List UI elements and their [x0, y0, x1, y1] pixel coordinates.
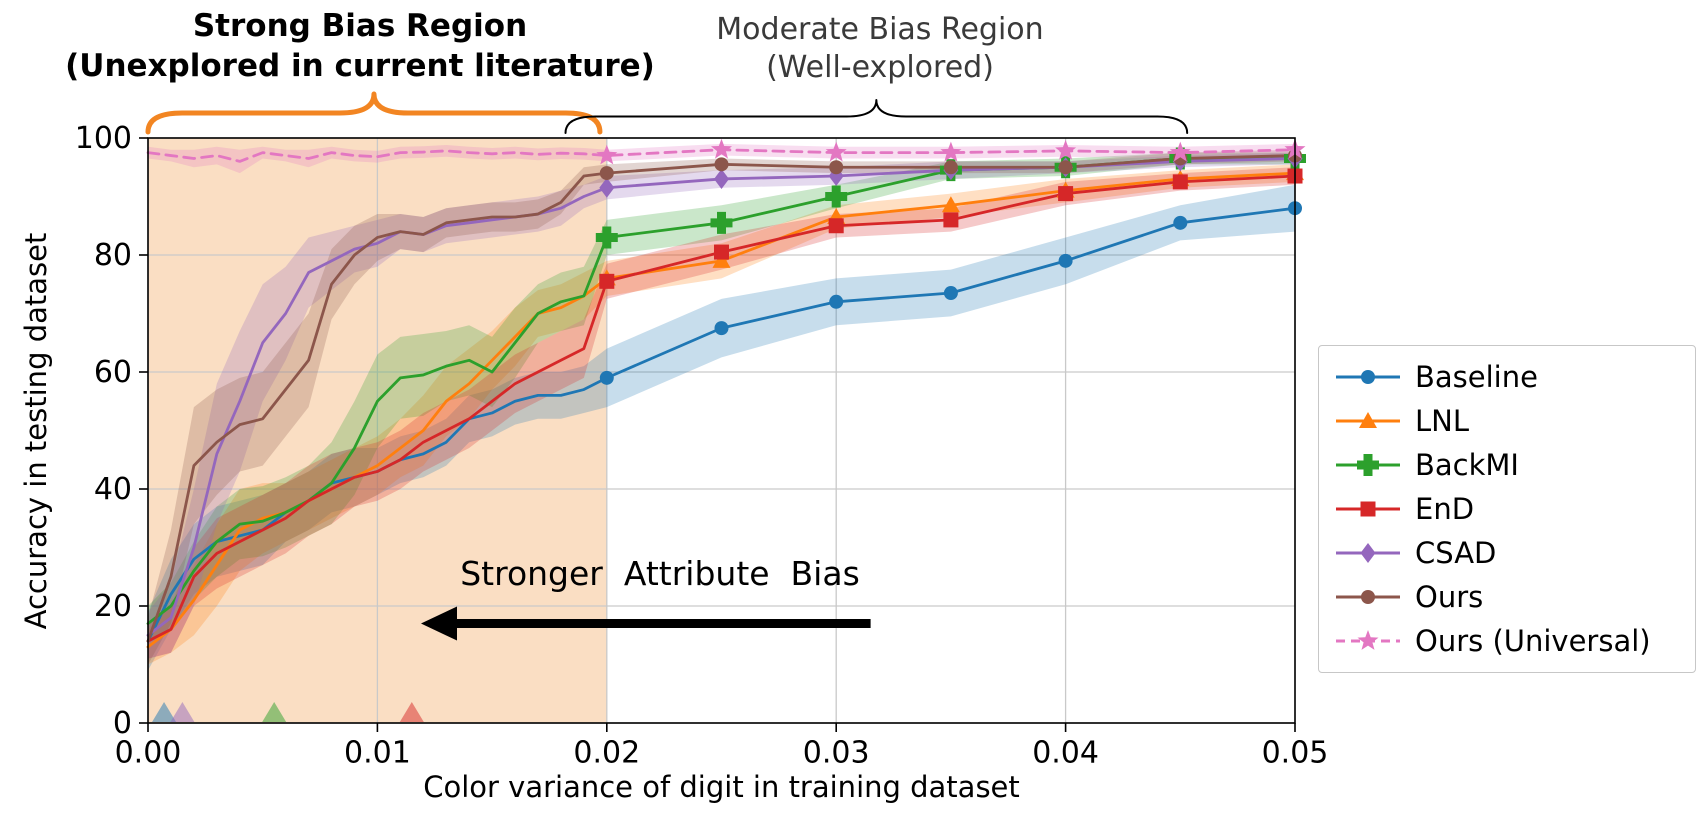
legend-label: CSAD	[1415, 536, 1497, 570]
legend-label: Baseline	[1415, 360, 1538, 394]
moderate-bias-region-title: Moderate Bias Region	[716, 12, 1044, 47]
svg-text:100: 100	[75, 121, 132, 156]
svg-text:60: 60	[94, 355, 132, 390]
legend: Baseline LNL BackMI EnD CSAD Ours Ours (…	[1318, 345, 1696, 673]
legend-label: Ours	[1415, 580, 1484, 614]
ours-line-marker-icon	[1336, 590, 1400, 604]
svg-text:0: 0	[113, 706, 132, 741]
svg-text:0.04: 0.04	[1032, 736, 1099, 771]
strong-bias-region-title: Strong Bias Region	[192, 8, 528, 44]
legend-item-ours: Ours	[1319, 575, 1695, 619]
stronger-attribute-bias-annotation: Stronger Attribute Bias	[460, 554, 860, 593]
csad-line-marker-icon	[1336, 543, 1400, 563]
x-axis-label: Color variance of digit in training data…	[423, 770, 1020, 804]
legend-item-ours-universal: Ours (Universal)	[1319, 619, 1695, 663]
y-axis-label: Accuracy in testing dataset	[19, 232, 53, 630]
legend-item-csad: CSAD	[1319, 531, 1695, 575]
svg-text:0.03: 0.03	[803, 736, 870, 771]
legend-label: Ours (Universal)	[1415, 624, 1651, 658]
svg-text:40: 40	[94, 472, 132, 507]
svg-text:0.00: 0.00	[115, 736, 182, 771]
svg-text:0.01: 0.01	[344, 736, 411, 771]
lnl-line-marker-icon	[1336, 412, 1400, 428]
svg-text:0.05: 0.05	[1262, 736, 1329, 771]
legend-item-backmi: BackMI	[1319, 443, 1695, 487]
svg-text:0.02: 0.02	[573, 736, 640, 771]
ours-universal-line-marker-icon	[1336, 630, 1400, 650]
end-line-marker-icon	[1336, 501, 1400, 517]
svg-text:20: 20	[94, 589, 132, 624]
legend-label: LNL	[1415, 404, 1470, 438]
strong-bias-region-subtitle: (Unexplored in current literature)	[65, 48, 655, 84]
legend-label: BackMI	[1415, 448, 1519, 482]
moderate-bias-region-subtitle: (Well-explored)	[766, 50, 994, 85]
svg-text:80: 80	[94, 238, 132, 273]
legend-label: EnD	[1415, 492, 1475, 526]
baseline-line-marker-icon	[1336, 370, 1400, 384]
backmi-line-marker-icon	[1336, 454, 1400, 476]
legend-item-lnl: LNL	[1319, 399, 1695, 443]
legend-item-baseline: Baseline	[1319, 355, 1695, 399]
legend-item-end: EnD	[1319, 487, 1695, 531]
